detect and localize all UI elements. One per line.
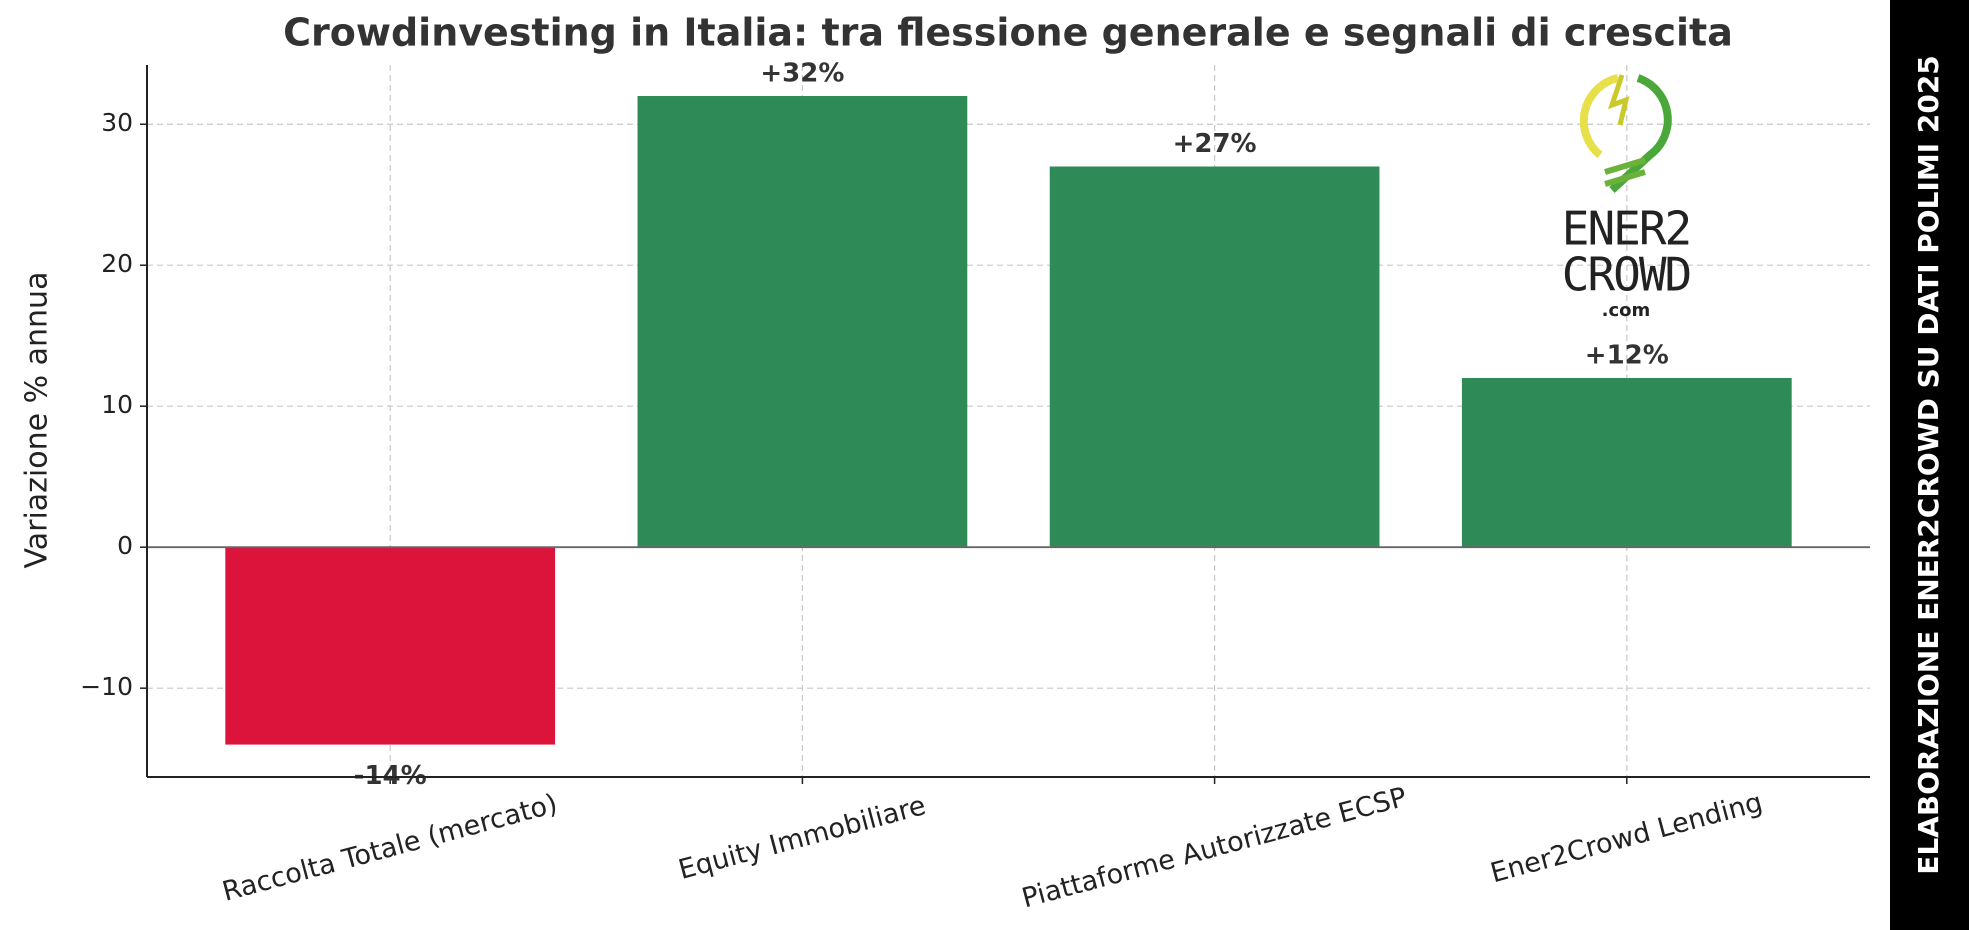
value-label: +27% bbox=[1173, 129, 1257, 159]
bar bbox=[637, 96, 968, 548]
x-tick-label: Ener2Crowd Lending bbox=[1487, 787, 1765, 889]
logo-bolt bbox=[1608, 74, 1630, 126]
bar bbox=[225, 547, 556, 745]
y-tick-label: 20 bbox=[101, 249, 133, 278]
logo-line-1: ENER2 bbox=[1562, 202, 1690, 256]
y-tick-label: 0 bbox=[117, 531, 133, 560]
x-tick-label: Raccolta Totale (mercato) bbox=[219, 788, 561, 907]
chart-title: Crowdinvesting in Italia: tra flessione … bbox=[283, 11, 1733, 55]
logo: ENER2 CROWD .com bbox=[1562, 74, 1692, 321]
y-tick-label: 30 bbox=[101, 108, 133, 137]
bar bbox=[1049, 166, 1380, 548]
x-tick-label: Piattaforme Autorizzate ECSP bbox=[1019, 782, 1410, 915]
logo-bulb-right bbox=[1609, 74, 1672, 193]
logo-bulb-base bbox=[1604, 157, 1646, 187]
value-label: +12% bbox=[1585, 340, 1669, 370]
y-tick-label: −10 bbox=[80, 672, 133, 701]
side-note: ELABORAZIONE ENER2CROWD SU DATI POLIMI 2… bbox=[1912, 55, 1945, 875]
side-band bbox=[1890, 0, 1969, 930]
x-tick-label: Equity Immobiliare bbox=[675, 790, 929, 886]
logo-line-3: .com bbox=[1602, 300, 1651, 321]
logo-line-2: CROWD bbox=[1562, 248, 1690, 302]
y-tick-label: 10 bbox=[101, 390, 133, 419]
bar bbox=[1461, 377, 1792, 548]
value-label: +32% bbox=[760, 59, 844, 89]
logo-bulb-left bbox=[1579, 74, 1620, 159]
y-axis-label: Variazione % annua bbox=[20, 272, 55, 569]
